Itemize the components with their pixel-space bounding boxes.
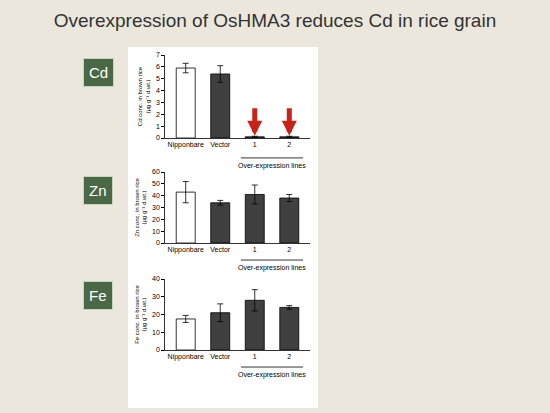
svg-text:Cd: Cd [89, 64, 108, 81]
svg-text:Vector: Vector [210, 246, 231, 253]
svg-text:40: 40 [152, 275, 160, 282]
svg-text:Vector: Vector [210, 141, 231, 148]
svg-text:20: 20 [152, 216, 160, 223]
svg-text:4: 4 [156, 87, 160, 94]
svg-text:0: 0 [156, 346, 160, 353]
svg-text:Nipponbare: Nipponbare [168, 141, 204, 149]
svg-text:40: 40 [152, 192, 160, 199]
svg-text:6: 6 [156, 63, 160, 70]
svg-text:10: 10 [152, 329, 160, 336]
svg-text:10: 10 [152, 228, 160, 235]
svg-text:0: 0 [156, 239, 160, 246]
svg-text:20: 20 [152, 311, 160, 318]
svg-text:Zn: Zn [89, 182, 107, 199]
svg-text:1: 1 [253, 141, 257, 148]
svg-text:Over-expression lines: Over-expression lines [238, 162, 306, 170]
svg-text:2: 2 [156, 111, 160, 118]
svg-text:60: 60 [152, 168, 160, 175]
svg-text:Zn conc. in brown rice(µg g⁻¹: Zn conc. in brown rice(µg g⁻¹ d.wt.) [134, 177, 148, 236]
svg-text:Fe: Fe [89, 287, 107, 304]
svg-text:2: 2 [287, 141, 291, 148]
svg-text:Over-expression lines: Over-expression lines [238, 264, 306, 272]
svg-text:2: 2 [287, 246, 291, 253]
svg-text:50: 50 [152, 180, 160, 187]
svg-text:2: 2 [287, 353, 291, 360]
svg-text:Overexpression of OsHMA3 reduc: Overexpression of OsHMA3 reduces Cd in r… [54, 10, 496, 31]
svg-text:Over-expression lines: Over-expression lines [238, 371, 306, 379]
svg-text:Nipponbare: Nipponbare [168, 353, 204, 361]
svg-text:Cd conc. in brown rice(µg g⁻¹: Cd conc. in brown rice(µg g⁻¹ d.wt.) [137, 66, 151, 126]
svg-text:1: 1 [156, 123, 160, 130]
svg-text:1: 1 [253, 246, 257, 253]
svg-text:5: 5 [156, 75, 160, 82]
svg-text:Fe conc. in brown rice(µg g⁻¹: Fe conc. in brown rice(µg g⁻¹ d.wt.) [134, 284, 148, 343]
svg-text:0: 0 [156, 134, 160, 141]
svg-text:30: 30 [152, 204, 160, 211]
svg-text:Nipponbare: Nipponbare [168, 246, 204, 254]
svg-text:Vector: Vector [210, 353, 231, 360]
svg-text:30: 30 [152, 293, 160, 300]
svg-text:1: 1 [253, 353, 257, 360]
svg-text:7: 7 [156, 51, 160, 58]
svg-text:3: 3 [156, 99, 160, 106]
